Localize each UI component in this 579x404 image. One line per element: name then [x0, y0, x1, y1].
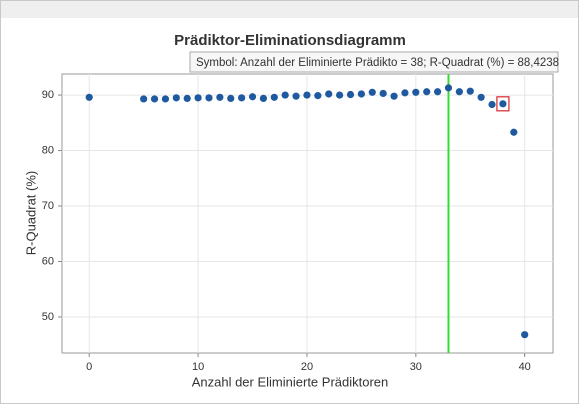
point [390, 92, 398, 100]
y-axis-label: R-Quadrat (%) [23, 171, 38, 256]
x-tick-label: 30 [410, 361, 422, 373]
y-tick-label: 60 [42, 255, 54, 267]
point [401, 89, 409, 97]
point [455, 88, 463, 96]
point [259, 94, 268, 103]
point [314, 92, 322, 100]
point [477, 93, 485, 101]
chart-title: Prädiktor-Eliminationsdiagramm [174, 32, 406, 49]
point [412, 88, 420, 96]
x-tick-label: 0 [86, 361, 92, 373]
point [433, 88, 442, 96]
point [183, 94, 191, 103]
point [281, 91, 289, 99]
point [248, 93, 257, 101]
point [336, 91, 344, 99]
top-bar [1, 1, 578, 18]
point [303, 91, 311, 99]
y-tick-label: 70 [42, 200, 54, 212]
y-tick-label: 90 [42, 89, 54, 101]
point [466, 87, 474, 95]
point [379, 89, 387, 98]
point [194, 94, 202, 102]
y-tick-label: 50 [42, 311, 54, 323]
tooltip-box [189, 51, 559, 73]
point [205, 94, 213, 102]
x-tick-label: 20 [301, 361, 313, 373]
point [238, 94, 246, 102]
x-axis-label: Anzahl der Eliminierte Prädiktoren [192, 374, 389, 389]
point [227, 94, 235, 103]
point [423, 88, 431, 96]
y-tick-label: 80 [42, 144, 54, 156]
point [346, 90, 355, 99]
point [172, 94, 180, 102]
point [488, 100, 496, 109]
highlight-box [496, 96, 510, 112]
point [444, 84, 453, 92]
x-tick-label: 40 [519, 361, 531, 373]
point [216, 93, 224, 101]
point [161, 95, 170, 103]
point [521, 331, 529, 339]
point [292, 92, 300, 100]
point [150, 95, 159, 103]
point [325, 90, 333, 98]
tooltip: Symbol: Anzahl der Eliminierte Prädikto … [196, 57, 559, 69]
x-tick-label: 10 [192, 361, 204, 373]
point [368, 88, 376, 96]
point [270, 93, 278, 101]
point [357, 90, 365, 98]
point [140, 95, 148, 103]
point [510, 128, 518, 136]
plot-area [61, 73, 554, 354]
point [499, 100, 507, 108]
point [85, 93, 93, 101]
